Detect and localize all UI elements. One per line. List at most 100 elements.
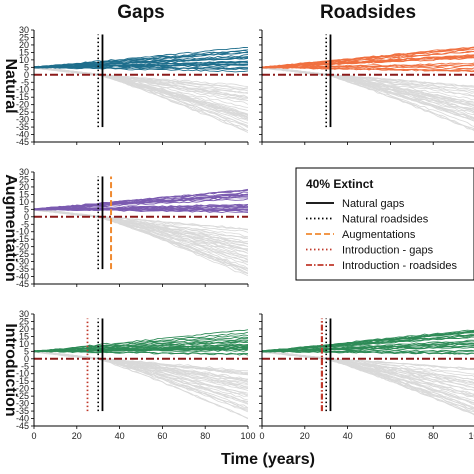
series-line bbox=[34, 188, 248, 210]
x-tick-label: 0 bbox=[31, 431, 36, 441]
y-tick-label: -40 bbox=[16, 272, 29, 282]
y-tick-label: -20 bbox=[16, 384, 29, 394]
y-tick-label: 25 bbox=[19, 32, 29, 42]
y-tick-label: -15 bbox=[16, 376, 29, 386]
series-line-grey bbox=[34, 66, 248, 131]
row-label-introduction: Introduction bbox=[2, 323, 19, 416]
series-line bbox=[34, 336, 248, 352]
x-tick-label: 20 bbox=[72, 431, 82, 441]
series-line bbox=[34, 66, 248, 73]
y-tick-label: 15 bbox=[19, 331, 29, 341]
series-line bbox=[262, 330, 474, 352]
series-line-grey bbox=[34, 351, 248, 385]
series-line bbox=[34, 46, 248, 69]
y-tick-label: 30 bbox=[19, 25, 29, 35]
series-line bbox=[34, 203, 248, 211]
x-tick-label: 60 bbox=[157, 431, 167, 441]
series-bundle-introduction-gaps bbox=[34, 329, 248, 420]
y-tick-label: 20 bbox=[19, 40, 29, 50]
x-tick-label: 40 bbox=[343, 431, 353, 441]
x-tick-label: 80 bbox=[428, 431, 438, 441]
series-line-grey bbox=[34, 208, 248, 247]
y-tick-label: -20 bbox=[16, 100, 29, 110]
legend: 40% Extinct Natural gaps Natural roadside… bbox=[295, 167, 474, 281]
series-line bbox=[262, 350, 474, 353]
x-tick-label: 100 bbox=[240, 431, 255, 441]
y-tick-label: -35 bbox=[16, 264, 29, 274]
y-tick-label: -30 bbox=[16, 399, 29, 409]
series-line bbox=[34, 194, 248, 210]
y-tick-label: -10 bbox=[16, 85, 29, 95]
series-line bbox=[34, 60, 248, 68]
series-line-grey bbox=[262, 351, 474, 398]
series-line bbox=[262, 66, 474, 73]
y-tick-label: 30 bbox=[19, 309, 29, 319]
series-line-grey bbox=[34, 67, 248, 124]
panels-group: 302520151050-5-10-15-20-25-30-35-40-4530… bbox=[16, 25, 474, 441]
y-tick-label: -40 bbox=[16, 414, 29, 424]
legend-label: Augmentations bbox=[342, 229, 416, 241]
legend-title: 40% Extinct bbox=[306, 177, 373, 191]
y-tick-label: -25 bbox=[16, 391, 29, 401]
x-axis-title: Time (years) bbox=[221, 451, 315, 468]
series-line-grey bbox=[262, 66, 474, 88]
series-line bbox=[34, 350, 248, 355]
legend-label: Natural gaps bbox=[342, 198, 405, 210]
series-bundle-introduction-roadsides bbox=[262, 329, 474, 416]
y-tick-label: -35 bbox=[16, 122, 29, 132]
y-tick-label: -10 bbox=[16, 227, 29, 237]
series-line-grey bbox=[34, 350, 248, 410]
legend-entries: Natural gaps Natural roadsides Augmentatio… bbox=[306, 198, 457, 272]
series-line bbox=[262, 56, 474, 69]
series-bundle-augmentation-gaps bbox=[34, 188, 248, 277]
y-tick-label: -25 bbox=[16, 249, 29, 259]
x-tick-label: 60 bbox=[385, 431, 395, 441]
y-tick-label: 10 bbox=[19, 339, 29, 349]
y-tick-label: 20 bbox=[19, 324, 29, 334]
x-tick-label: 80 bbox=[200, 431, 210, 441]
series-line bbox=[262, 329, 474, 352]
y-tick-label: -35 bbox=[16, 406, 29, 416]
y-tick-label: 5 bbox=[24, 204, 29, 214]
y-tick-label: 10 bbox=[19, 55, 29, 65]
series-line bbox=[34, 49, 248, 68]
y-tick-label: 0 bbox=[24, 212, 29, 222]
y-tick-label: 20 bbox=[19, 182, 29, 192]
y-tick-label: -5 bbox=[21, 77, 29, 87]
x-tick-label: 20 bbox=[300, 431, 310, 441]
series-line bbox=[34, 66, 248, 71]
y-tick-label: 0 bbox=[24, 70, 29, 80]
series-line bbox=[34, 198, 248, 210]
y-tick-label: -30 bbox=[16, 257, 29, 267]
legend-label: Introduction - gaps bbox=[342, 245, 434, 257]
y-tick-label: 15 bbox=[19, 189, 29, 199]
y-tick-label: -40 bbox=[16, 130, 29, 140]
legend-label: Introduction - roadsides bbox=[342, 260, 457, 272]
series-line bbox=[262, 62, 474, 69]
series-line-grey bbox=[34, 66, 248, 119]
series-line bbox=[262, 54, 474, 68]
series-line-grey bbox=[34, 351, 248, 389]
series-line-grey bbox=[34, 66, 248, 132]
panel-natural-roadsides bbox=[259, 29, 474, 145]
series-line bbox=[262, 346, 474, 353]
series-line bbox=[34, 343, 248, 353]
series-line bbox=[34, 340, 248, 352]
series-line-grey bbox=[34, 350, 248, 396]
y-tick-label: 15 bbox=[19, 47, 29, 57]
series-line bbox=[34, 347, 248, 352]
series-bundle-natural-roadsides bbox=[262, 46, 474, 132]
y-tick-label: 10 bbox=[19, 197, 29, 207]
column-title-roadsides: Roadsides bbox=[320, 2, 416, 23]
row-label-augmentation: Augmentation bbox=[2, 174, 19, 282]
series-line-grey bbox=[34, 208, 248, 274]
panel-introduction-roadsides: 0 20 40 60 80 100 bbox=[259, 313, 474, 441]
legend-label: Natural roadsides bbox=[342, 214, 429, 226]
y-tick-label: -15 bbox=[16, 234, 29, 244]
x-tick-label: 40 bbox=[115, 431, 125, 441]
y-tick-label: -10 bbox=[16, 369, 29, 379]
y-tick-label: 5 bbox=[24, 346, 29, 356]
